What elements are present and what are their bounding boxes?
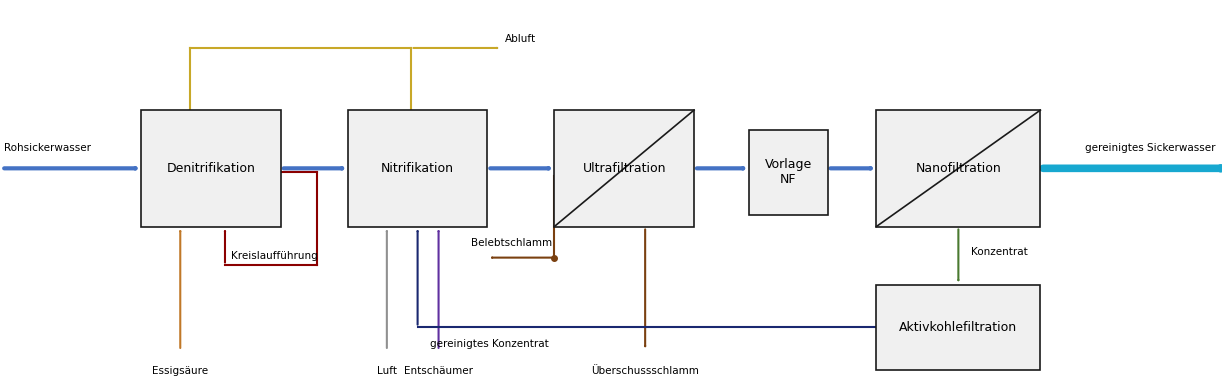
Text: Aktivkohlefiltration: Aktivkohlefiltration: [899, 321, 1018, 334]
Text: Entschäumer: Entschäumer: [404, 366, 473, 376]
Text: gereinigtes Konzentrat: gereinigtes Konzentrat: [430, 339, 549, 349]
FancyBboxPatch shape: [749, 129, 827, 215]
FancyBboxPatch shape: [141, 110, 281, 226]
Text: Konzentrat: Konzentrat: [970, 247, 1028, 257]
FancyBboxPatch shape: [555, 110, 694, 226]
Text: Ultrafiltration: Ultrafiltration: [583, 162, 666, 175]
Text: Luft: Luft: [376, 366, 397, 376]
Text: Denitrifikation: Denitrifikation: [166, 162, 255, 175]
Text: Belebtschlamm: Belebtschlamm: [470, 238, 552, 248]
Text: Überschussschlamm: Überschussschlamm: [591, 366, 699, 376]
FancyBboxPatch shape: [876, 110, 1040, 226]
FancyBboxPatch shape: [876, 285, 1040, 370]
Text: Rohsickerwasser: Rohsickerwasser: [4, 143, 90, 153]
Text: gereinigtes Sickerwasser: gereinigtes Sickerwasser: [1085, 143, 1216, 153]
Text: Nanofiltration: Nanofiltration: [915, 162, 1001, 175]
Text: Abluft: Abluft: [506, 34, 536, 44]
FancyBboxPatch shape: [348, 110, 488, 226]
Text: Essigsäure: Essigsäure: [153, 366, 208, 376]
Text: Kreislaufführung: Kreislaufführung: [231, 251, 318, 262]
Text: Vorlage
NF: Vorlage NF: [765, 158, 811, 186]
Text: Nitrifikation: Nitrifikation: [381, 162, 455, 175]
